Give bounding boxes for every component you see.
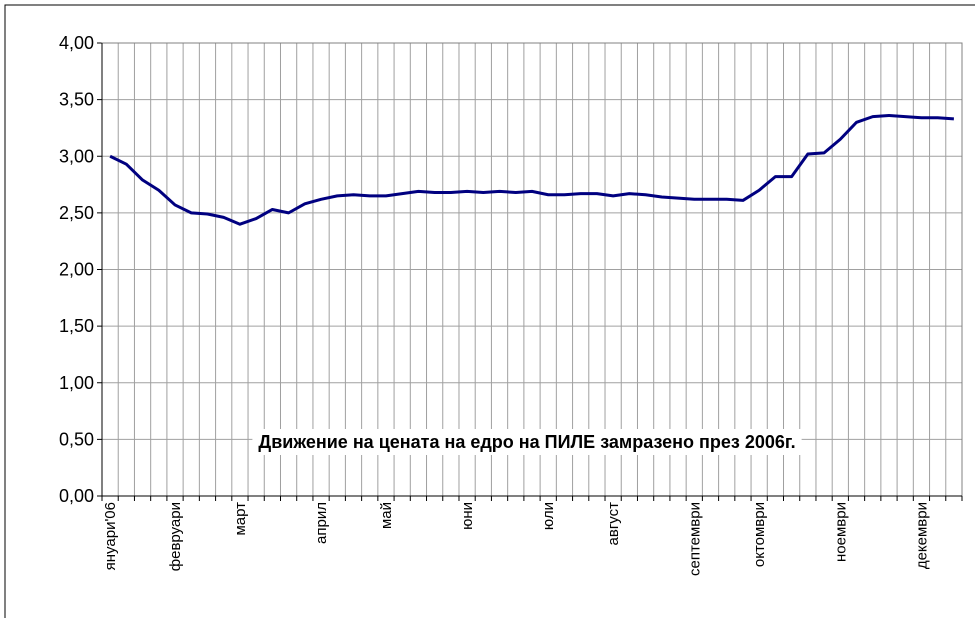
- y-tick-label: 3,00: [59, 146, 94, 166]
- y-tick-label: 1,50: [59, 316, 94, 336]
- x-tick-label: август: [605, 502, 622, 546]
- data-line: [109, 113, 954, 226]
- x-tick-label: март: [232, 502, 249, 536]
- x-tick-label: септември: [686, 502, 703, 576]
- x-tick-label: юли: [540, 502, 557, 530]
- y-tick-label: 0,50: [59, 429, 94, 449]
- x-tick-label: октомври: [751, 502, 768, 567]
- annotation-background: [252, 429, 802, 455]
- annotation: Движение на цената на едро на ПИЛЕ замра…: [258, 432, 795, 452]
- x-tick-label: февруари: [167, 502, 184, 571]
- x-tick-label: януари'06: [102, 502, 119, 570]
- y-tick-label: 2,50: [59, 203, 94, 223]
- y-tick-label: 0,00: [59, 486, 94, 506]
- x-tick-label: декември: [913, 502, 930, 569]
- y-tick-label: 4,00: [59, 33, 94, 53]
- x-tick-label: май: [378, 502, 395, 529]
- x-tick-label: юни: [459, 502, 476, 530]
- y-tick-label: 2,00: [59, 260, 94, 280]
- x-tick-label: април: [313, 502, 330, 544]
- y-tick-label: 3,50: [59, 90, 94, 110]
- y-tick-label: 1,00: [59, 373, 94, 393]
- x-tick-label: ноември: [832, 502, 849, 562]
